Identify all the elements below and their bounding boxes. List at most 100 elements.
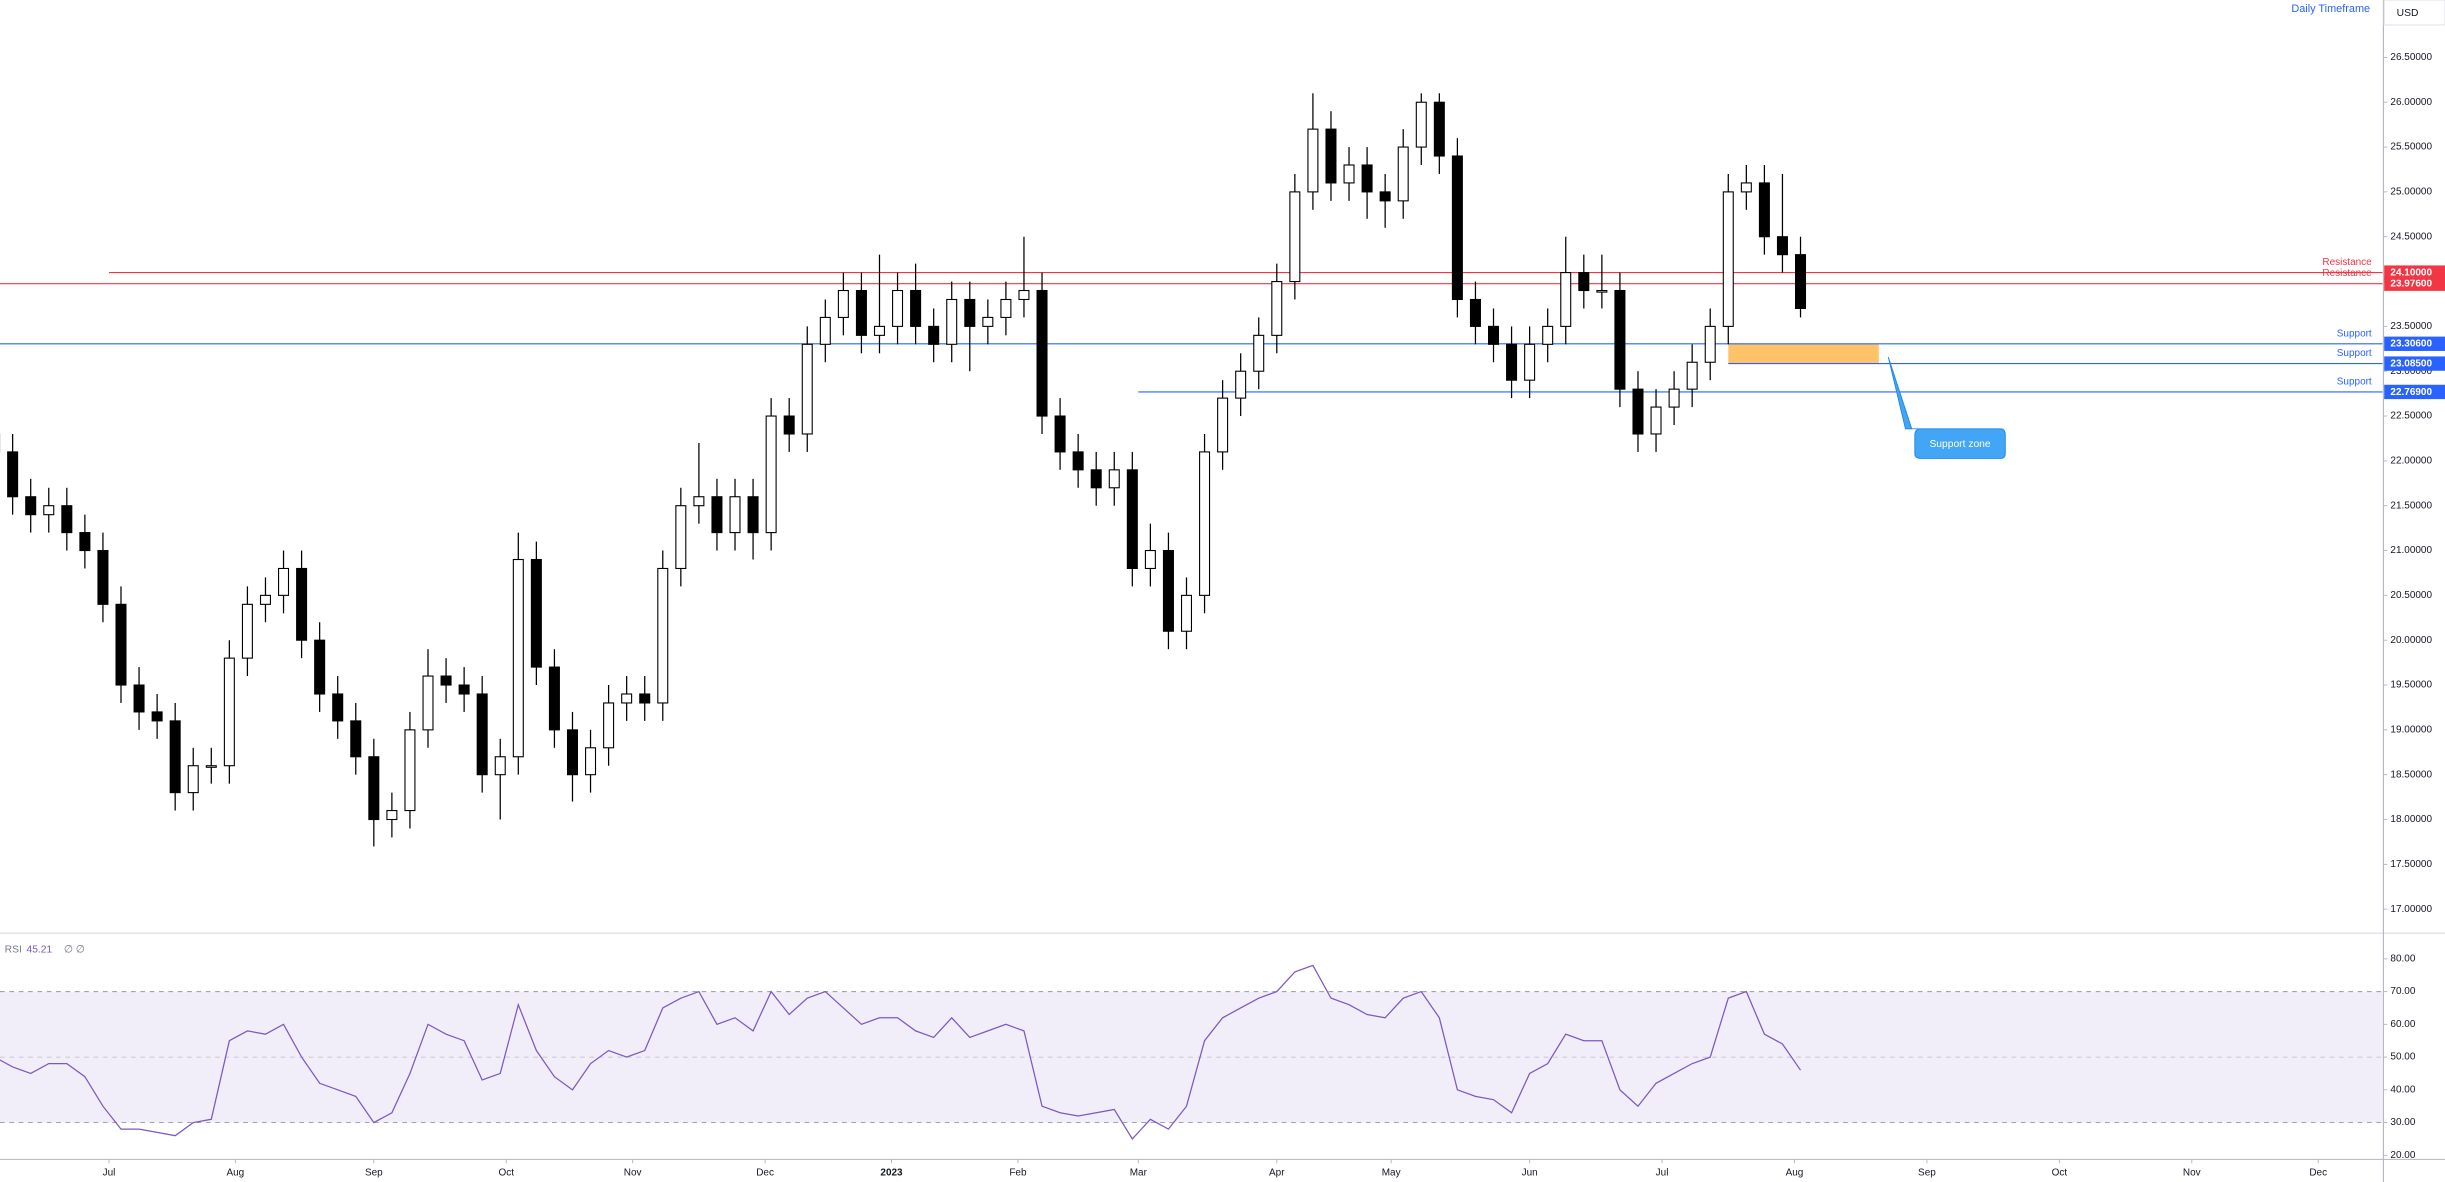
level-label: Support: [2337, 328, 2372, 339]
candle-body: [1596, 289, 1608, 293]
y-tick-label: 22.50000: [2390, 411, 2432, 422]
x-tick-label: Dec: [2309, 1167, 2327, 1178]
x-tick-label: Oct: [2052, 1167, 2068, 1178]
candle-body: [187, 765, 199, 794]
y-tick-label: 40.00: [2390, 1084, 2415, 1095]
candle-body: [350, 720, 362, 758]
candle-body: [837, 289, 849, 318]
candle-body: [910, 289, 922, 327]
candle-body: [729, 496, 741, 534]
y-tick-label: 23.50000: [2390, 321, 2432, 332]
candle-body: [783, 415, 795, 435]
candle-body: [530, 558, 542, 668]
candle-body: [855, 289, 867, 336]
candle-body: [205, 765, 217, 768]
y-tick-label: 26.50000: [2390, 52, 2432, 63]
candle-body: [512, 558, 524, 758]
candle-body: [223, 657, 235, 767]
y-tick-label: 80.00: [2390, 953, 2415, 964]
candle-body: [1036, 289, 1048, 417]
candle-body: [43, 505, 55, 516]
y-tick-label: 70.00: [2390, 986, 2415, 997]
candle-body: [79, 532, 91, 552]
candle-body: [458, 684, 470, 695]
candle-body: [603, 702, 615, 749]
candle-body: [1180, 594, 1193, 632]
x-tick-label: Aug: [226, 1167, 244, 1178]
candle-body: [133, 684, 145, 713]
x-tick-label: Jul: [1656, 1167, 1669, 1178]
price-pane: [0, 93, 2383, 847]
candle-body: [548, 666, 560, 731]
y-tick-label: 22.00000: [2390, 456, 2432, 467]
candle-body: [1487, 325, 1500, 345]
candle-body: [1072, 451, 1084, 471]
candle-body: [1217, 397, 1229, 453]
x-tick-label: Sep: [365, 1167, 383, 1178]
price-tag-label: 23.97600: [2390, 279, 2432, 290]
x-tick-label: Dec: [756, 1167, 774, 1178]
candle-body: [1054, 415, 1066, 453]
candle-body: [1650, 406, 1662, 435]
candle-body: [1740, 182, 1752, 193]
candle-body: [801, 343, 813, 435]
candle-body: [1704, 325, 1716, 363]
candle-body: [422, 675, 434, 731]
candle-body: [928, 325, 940, 345]
candle-body: [1433, 101, 1445, 157]
x-tick-label: Apr: [1269, 1167, 1285, 1178]
x-tick-label: 2023: [880, 1167, 903, 1178]
currency-box[interactable]: [2383, 0, 2445, 26]
candle-body: [241, 603, 253, 659]
candle-body: [964, 298, 976, 327]
candle-body: [314, 639, 326, 695]
candle-body: [332, 693, 344, 722]
overlay: Daily Timeframe USD Support zone RSI 45.…: [5, 0, 2445, 955]
candle-body: [115, 603, 127, 686]
candle-body: [1343, 164, 1355, 184]
candle-body: [1307, 128, 1319, 193]
price-tag-label: 23.08500: [2390, 359, 2432, 370]
candle-body: [1018, 289, 1030, 301]
y-tick-label: 30.00: [2390, 1117, 2415, 1128]
candle-body: [1795, 254, 1807, 309]
x-tick-label: Oct: [499, 1167, 515, 1178]
candle-body: [946, 298, 958, 345]
x-tick-label: Mar: [1130, 1167, 1148, 1178]
candle-body: [494, 756, 506, 776]
rsi-value: 45.21: [27, 944, 53, 955]
price-tag: [2384, 384, 2445, 400]
candle-body: [657, 567, 669, 704]
y-tick-label: 17.00000: [2390, 904, 2432, 915]
x-tick-label: Aug: [1786, 1167, 1804, 1178]
x-tick-label: Sep: [1918, 1167, 1936, 1178]
candle-body: [1235, 370, 1247, 399]
candle-body: [621, 693, 633, 704]
price-tag-label: 23.30600: [2390, 339, 2432, 350]
candle-body: [566, 729, 578, 776]
y-tick-label: 19.00000: [2390, 724, 2432, 735]
candle-body: [1090, 469, 1102, 489]
candle-body: [1162, 549, 1174, 632]
candle-body: [1578, 272, 1590, 292]
candle-body: [1379, 191, 1391, 202]
price-tag-label: 22.76900: [2390, 387, 2432, 398]
candle-body: [386, 810, 398, 821]
candle-body: [1506, 343, 1518, 381]
y-tick-label: 24.50000: [2390, 231, 2432, 242]
candle-body: [1199, 451, 1211, 596]
y-tick-label: 26.00000: [2390, 97, 2432, 108]
timeframe-label: Daily Timeframe: [2291, 3, 2370, 15]
candle-body: [1271, 281, 1283, 336]
level-label: Resistance: [2322, 268, 2372, 279]
candle-body: [1668, 388, 1680, 408]
price-tag: [2384, 356, 2445, 371]
price-tag: [2384, 336, 2445, 351]
y-tick-label: 17.50000: [2390, 859, 2432, 870]
rsi-pane: [0, 964, 2383, 1140]
candle-body: [982, 316, 994, 327]
candle-body: [1758, 182, 1770, 238]
candle-body: [765, 415, 777, 534]
